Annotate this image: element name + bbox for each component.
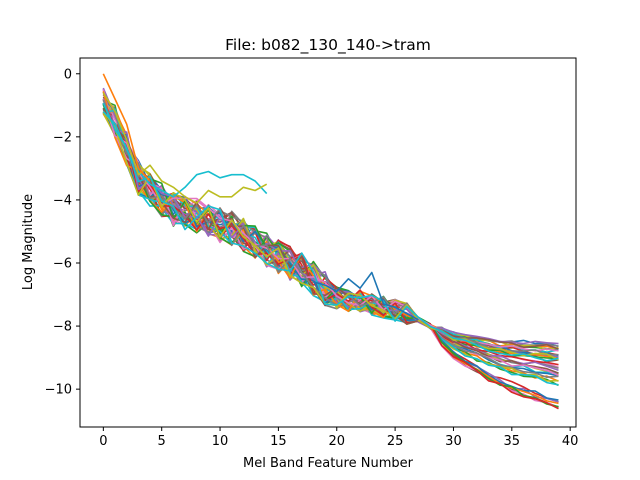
- series-line-36: [102, 107, 559, 350]
- x-tick-label: 5: [158, 434, 166, 449]
- x-tick-label: 15: [270, 434, 287, 449]
- y-tick-label: −2: [53, 130, 72, 145]
- series-line-37: [102, 99, 559, 352]
- x-tick-label: 30: [445, 434, 462, 449]
- highlighted-series-line-1: [102, 111, 268, 198]
- series-line-40: [102, 102, 559, 362]
- y-axis: 0 −2 −4 −6 −8 −10: [45, 67, 80, 398]
- highlighted-series-line-2: [102, 92, 268, 204]
- series-line-33: [102, 104, 559, 408]
- x-tick-label: 10: [212, 434, 229, 449]
- series-line-38: [102, 99, 559, 356]
- x-tick-label: 0: [99, 434, 107, 449]
- y-tick-label: −4: [53, 193, 72, 208]
- x-axis-label: Mel Band Feature Number: [243, 456, 414, 471]
- series-line-34: [102, 98, 559, 410]
- y-tick-label: −6: [53, 257, 72, 272]
- y-axis-label: Log Magnitude: [21, 194, 36, 290]
- plot-frame: [79, 57, 577, 428]
- chart-title: File: b082_130_140->tram: [225, 36, 431, 55]
- highlighted-series-line-3: [313, 271, 419, 321]
- x-tick-label: 40: [562, 434, 579, 449]
- y-tick-label: −10: [45, 383, 72, 398]
- x-tick-label: 25: [387, 434, 404, 449]
- x-tick-label: 35: [504, 434, 521, 449]
- series-layer: [102, 73, 559, 410]
- x-axis: 0 5 10 15 20 25 30 35 40: [99, 427, 578, 449]
- y-tick-label: −8: [53, 320, 72, 335]
- y-tick-label: 0: [64, 67, 72, 82]
- x-tick-label: 20: [328, 434, 345, 449]
- plot-background: [80, 58, 576, 427]
- highlighted-series-line-4: [102, 73, 151, 182]
